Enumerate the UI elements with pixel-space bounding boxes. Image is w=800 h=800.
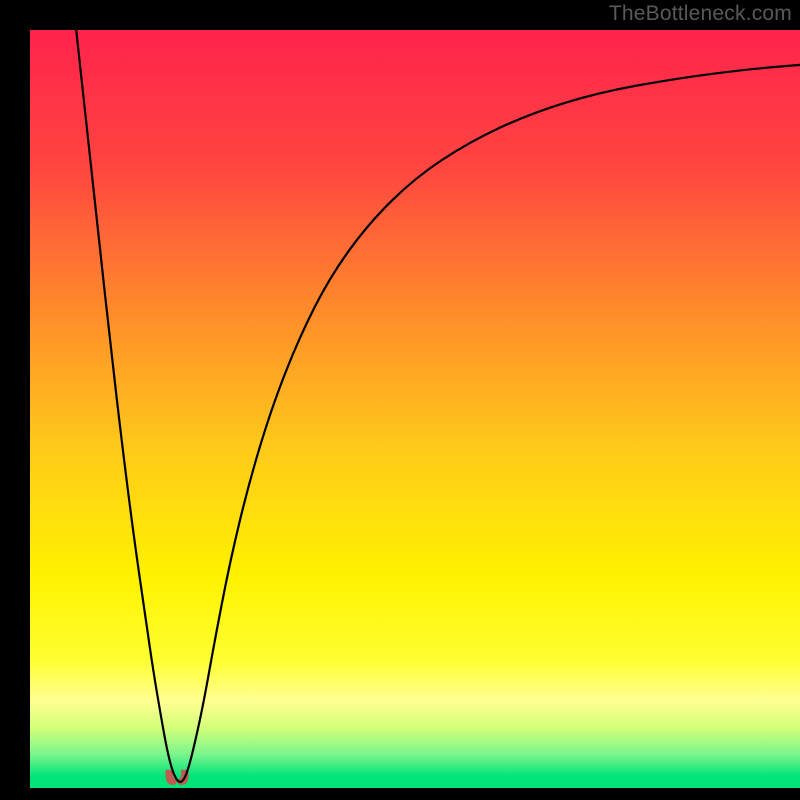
watermark-text: TheBottleneck.com — [609, 2, 792, 26]
bottleneck-curve — [76, 30, 800, 782]
chart-curve-layer — [30, 30, 800, 788]
plot-area — [30, 30, 800, 788]
